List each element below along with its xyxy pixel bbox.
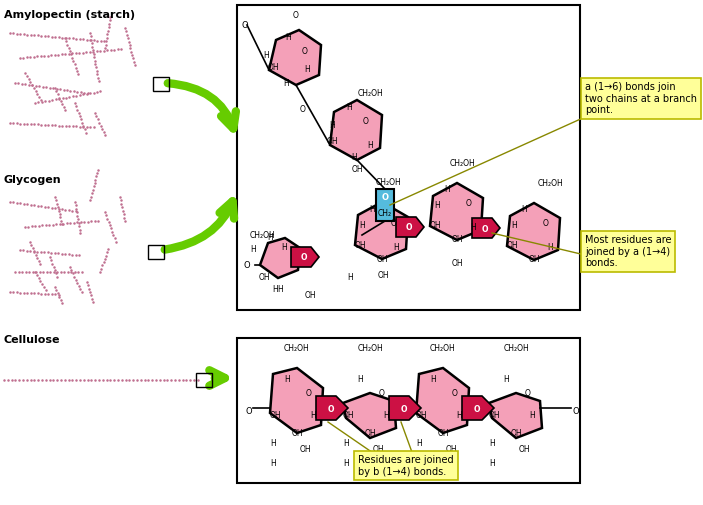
Polygon shape: [291, 247, 319, 267]
Text: CH₂OH: CH₂OH: [357, 89, 383, 98]
Text: H: H: [416, 438, 422, 447]
Text: OH: OH: [326, 137, 338, 146]
Text: CH₂OH: CH₂OH: [250, 231, 276, 240]
Text: H: H: [456, 412, 462, 421]
Text: H: H: [284, 376, 290, 384]
Text: H: H: [277, 285, 283, 294]
Text: CH₂OH: CH₂OH: [537, 179, 563, 188]
Text: OH: OH: [430, 222, 441, 230]
Text: O: O: [300, 106, 306, 115]
Text: OH: OH: [445, 445, 457, 455]
Text: O: O: [243, 261, 250, 270]
Text: H: H: [250, 245, 256, 255]
Text: H: H: [489, 438, 495, 447]
Text: O: O: [245, 407, 252, 416]
Text: O: O: [363, 118, 369, 126]
Text: H: H: [272, 285, 278, 294]
Text: H: H: [416, 459, 422, 468]
Text: H: H: [263, 50, 269, 60]
Text: H: H: [343, 459, 349, 468]
Text: O: O: [466, 199, 472, 209]
FancyBboxPatch shape: [237, 5, 580, 310]
Text: H: H: [444, 185, 450, 194]
Text: OH: OH: [269, 412, 280, 421]
Text: O: O: [382, 193, 389, 203]
Text: O: O: [452, 388, 458, 397]
Polygon shape: [472, 218, 500, 238]
Text: Cellulose: Cellulose: [4, 335, 60, 345]
Text: CH₂OH: CH₂OH: [450, 159, 476, 168]
Text: H: H: [511, 222, 517, 230]
Text: OH: OH: [437, 429, 449, 437]
Text: H: H: [281, 243, 287, 252]
Text: Most residues are
joined by a (1→4)
bonds.: Most residues are joined by a (1→4) bond…: [585, 235, 671, 268]
Text: O: O: [328, 405, 334, 414]
Text: CH₂OH: CH₂OH: [375, 178, 401, 187]
Text: H: H: [383, 412, 389, 421]
Polygon shape: [330, 100, 382, 160]
Text: H: H: [357, 376, 363, 384]
Text: H: H: [270, 459, 276, 468]
Text: CH₂OH: CH₂OH: [357, 344, 383, 353]
Text: OH: OH: [267, 64, 279, 73]
Text: H: H: [521, 206, 527, 215]
Text: H: H: [430, 376, 436, 384]
Text: OH: OH: [304, 290, 316, 299]
Text: OH: OH: [378, 271, 389, 279]
Text: H: H: [470, 224, 476, 232]
Text: OH: OH: [291, 429, 303, 437]
Text: Glycogen: Glycogen: [4, 175, 62, 185]
Polygon shape: [416, 368, 469, 433]
Text: H: H: [310, 412, 316, 421]
Text: O: O: [525, 388, 531, 397]
Text: O: O: [293, 11, 299, 20]
Text: O: O: [302, 46, 308, 56]
Polygon shape: [489, 393, 542, 438]
Text: O: O: [391, 219, 397, 227]
Text: H: H: [283, 78, 289, 87]
Text: O: O: [379, 388, 385, 397]
Polygon shape: [507, 203, 560, 260]
Text: a (1→6) bonds join
two chains at a branch
point.: a (1→6) bonds join two chains at a branc…: [585, 82, 697, 115]
Text: H: H: [270, 438, 276, 447]
Text: OH: OH: [376, 255, 388, 264]
Text: H: H: [347, 274, 353, 282]
Text: OH: OH: [451, 259, 463, 268]
Text: OH: OH: [488, 412, 500, 421]
Text: OH: OH: [506, 241, 518, 250]
Text: O: O: [306, 388, 312, 397]
Text: OH: OH: [364, 429, 376, 437]
Text: OH: OH: [510, 429, 522, 437]
Text: O: O: [406, 224, 412, 232]
Text: H: H: [393, 242, 399, 251]
Text: O: O: [474, 405, 480, 414]
Text: H: H: [346, 104, 352, 113]
Text: H: H: [267, 233, 273, 242]
Text: Residues are joined
by b (1→4) bonds.: Residues are joined by b (1→4) bonds.: [358, 455, 453, 477]
Text: H: H: [329, 122, 335, 130]
Polygon shape: [316, 396, 348, 420]
Text: H: H: [434, 201, 440, 211]
Text: OH: OH: [354, 240, 366, 249]
Polygon shape: [462, 396, 494, 420]
Text: H: H: [343, 438, 349, 447]
Text: CH₂OH: CH₂OH: [284, 344, 310, 353]
Polygon shape: [260, 238, 300, 278]
Polygon shape: [376, 189, 394, 221]
Text: O: O: [573, 407, 579, 416]
Text: H: H: [367, 140, 373, 149]
Polygon shape: [269, 30, 321, 85]
Text: O: O: [543, 220, 549, 228]
Text: OH: OH: [372, 445, 384, 455]
Text: OH: OH: [258, 274, 270, 282]
Text: H: H: [359, 221, 365, 229]
Text: OH: OH: [415, 412, 427, 421]
Polygon shape: [355, 202, 408, 259]
Text: H: H: [351, 154, 357, 163]
FancyBboxPatch shape: [237, 338, 580, 483]
Text: H: H: [503, 376, 509, 384]
Text: H: H: [529, 412, 535, 421]
Polygon shape: [270, 368, 323, 433]
Polygon shape: [396, 217, 424, 237]
Text: O: O: [241, 21, 247, 29]
